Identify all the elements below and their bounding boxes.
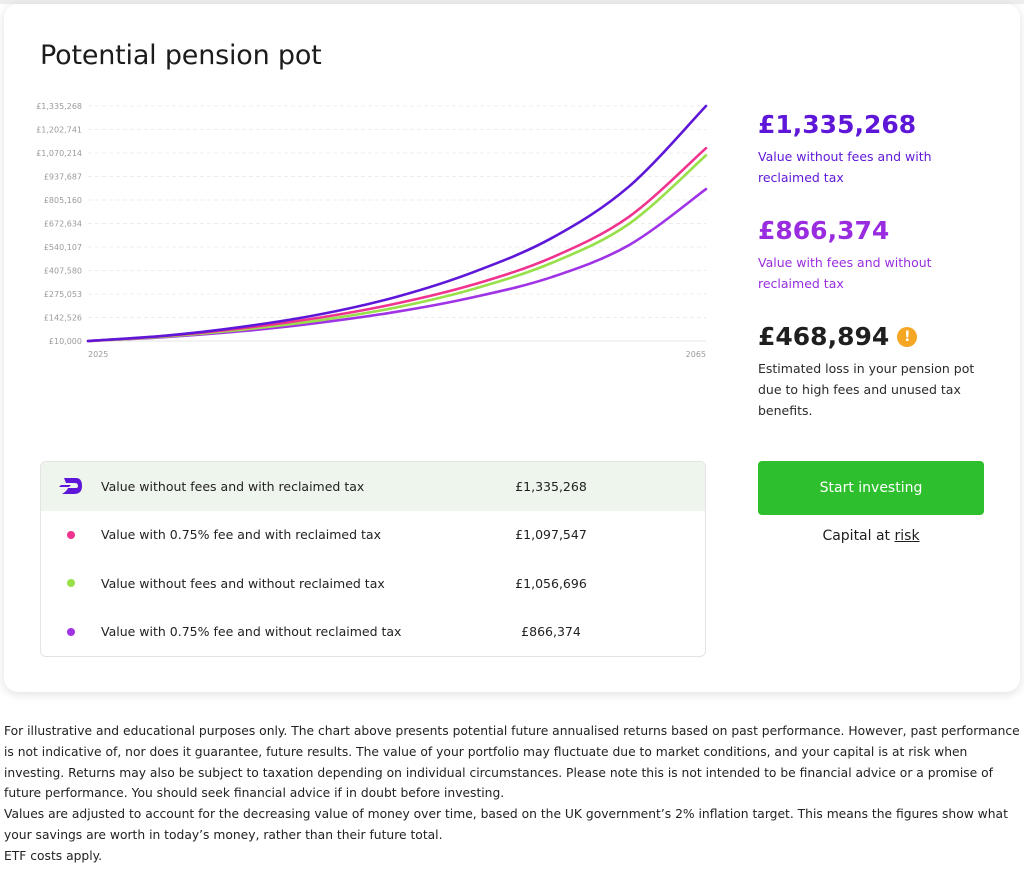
stat-with-fees: £866,374 Value with fees and without rec… [758, 216, 988, 294]
start-investing-button[interactable]: Start investing [758, 461, 984, 515]
warning-icon[interactable]: ! [897, 327, 918, 347]
legend-value: £1,097,547 [515, 527, 587, 543]
disclaimer-paragraph: For illustrative and educational purpose… [4, 724, 1020, 801]
legend-value: £866,374 [521, 624, 581, 640]
y-tick-label: £1,335,268 [36, 102, 82, 111]
stat-description: Estimated loss in your pension pot due t… [758, 361, 975, 418]
disclaimer-paragraph: Values are adjusted to account for the d… [4, 807, 1008, 842]
series-line-s1 [86, 104, 708, 343]
x-tick-label: 2065 [686, 350, 706, 359]
y-tick-label: £10,000 [49, 337, 82, 346]
y-tick-label: £805,160 [44, 196, 82, 205]
legend-table: Value without fees and with reclaimed ta… [40, 461, 706, 657]
legend-label: Value without fees and with reclaimed ta… [101, 478, 365, 494]
stat-value: £866,374 [758, 216, 890, 245]
legend-label: Value without fees and without reclaimed… [101, 575, 385, 591]
y-tick-label: £142,526 [44, 314, 82, 323]
y-tick-label: £1,070,214 [36, 149, 82, 158]
top-strip [0, 0, 1024, 4]
pension-card: Potential pension pot £10,000 £142,526 £27… [4, 4, 1020, 692]
capital-at-risk: Capital at risk [758, 528, 984, 544]
capital-text: Capital at [822, 528, 895, 544]
stat-value: £1,335,268 [758, 110, 917, 139]
dot-icon [67, 530, 75, 539]
risk-link[interactable]: risk [894, 528, 920, 544]
stat-without-fees: £1,335,268 Value without fees and with r… [758, 110, 988, 188]
stat-description: Value with fees and without reclaimed ta… [758, 255, 932, 291]
y-tick-label: £672,634 [44, 220, 82, 229]
y-tick-label: £937,687 [44, 173, 82, 182]
y-tick-label: £407,580 [44, 267, 82, 276]
disclaimer-paragraph: ETF costs apply. [4, 848, 103, 863]
logo-icon [59, 478, 82, 495]
legend-label: Value with 0.75% fee and without reclaim… [101, 624, 402, 640]
legend-value: £1,056,696 [515, 575, 587, 591]
chart-grid [88, 105, 706, 342]
stat-value: £468,894 [758, 322, 890, 351]
pension-chart: £10,000 £142,526 £275,053 £407,580 £540,107 £… [36, 102, 708, 359]
dot-icon [67, 579, 75, 588]
legend-label: Value with 0.75% fee and with reclaimed … [101, 527, 381, 543]
stat-value-row: £468,894 ! [758, 322, 988, 352]
legend-row: Value without fees and without reclaimed… [41, 559, 705, 608]
stat-description: Value without fees and with reclaimed ta… [758, 149, 932, 185]
x-axis-ticks: 2025 2065 [88, 350, 706, 359]
series-line-s4 [86, 187, 708, 343]
chart-series [86, 104, 708, 343]
legend-row: Value with 0.75% fee and without reclaim… [41, 608, 705, 657]
y-axis-ticks: £10,000 £142,526 £275,053 £407,580 £540,107 £… [36, 102, 82, 346]
series-line-s3 [86, 154, 708, 343]
legend-value: £1,335,268 [515, 478, 587, 494]
legend-row: Value with 0.75% fee and with reclaimed … [41, 511, 705, 560]
x-tick-label: 2025 [88, 350, 108, 359]
dot-icon [67, 627, 75, 636]
y-tick-label: £1,202,741 [36, 126, 82, 135]
y-tick-label: £275,053 [44, 290, 82, 299]
disclaimer: For illustrative and educational purpose… [4, 721, 1020, 867]
legend-row: Value without fees and with reclaimed ta… [41, 462, 705, 511]
stat-estimated-loss: £468,894 ! Estimated loss in your pensio… [758, 322, 988, 421]
y-tick-label: £540,107 [44, 243, 82, 252]
page-title: Potential pension pot [40, 40, 322, 71]
